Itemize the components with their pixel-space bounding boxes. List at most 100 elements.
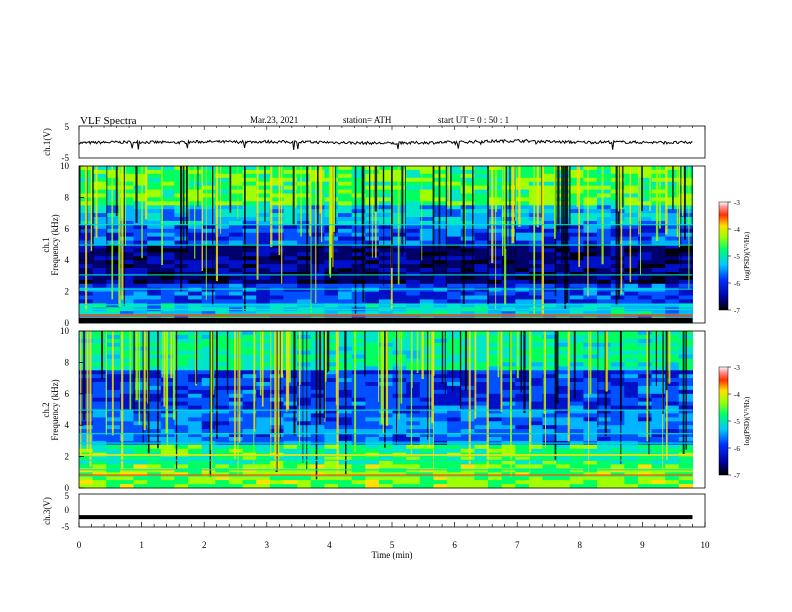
sferic-streak — [121, 331, 124, 474]
spectrogram-cell — [229, 256, 244, 261]
spectrogram-cell — [665, 279, 680, 285]
spectrogram-cell — [201, 370, 216, 375]
spectrogram-cell — [392, 342, 407, 348]
spectrogram-cell — [597, 240, 612, 245]
spectrogram-cell — [515, 370, 530, 375]
spectrogram-cell — [651, 303, 666, 308]
spectrogram-cell — [256, 283, 271, 289]
spectrogram-cell — [119, 421, 135, 426]
spectrogram-cell — [92, 448, 107, 454]
spectrogram-cell — [92, 272, 107, 277]
sferic-streak — [646, 331, 649, 442]
spectrogram-cell — [242, 362, 257, 367]
spectrogram-cell — [651, 217, 666, 222]
spectrogram-cell — [433, 378, 448, 383]
spectrogram-cell — [351, 205, 366, 210]
spectrogram-cell — [406, 354, 421, 359]
spectrogram-cell — [515, 484, 530, 489]
spectrogram-cell — [106, 166, 121, 171]
spectrogram-cell — [528, 228, 544, 234]
spectrogram-cell — [665, 217, 680, 222]
spectrogram-cell — [460, 275, 475, 281]
spectrogram-cell — [597, 295, 612, 300]
spectrogram-cell — [556, 421, 571, 426]
spectrogram-cell — [556, 260, 571, 265]
spectrogram-cell — [297, 444, 312, 450]
spectrogram-cell — [392, 448, 407, 454]
spectrogram-cell — [528, 217, 544, 222]
spectrogram-cell — [419, 181, 434, 186]
spectrogram-cell — [79, 468, 94, 473]
spectrogram-cell — [133, 476, 148, 481]
spectrogram-cell — [365, 350, 380, 355]
spectrogram-cell — [215, 401, 230, 406]
spectrogram-cell — [351, 166, 366, 171]
spectrogram-cell — [392, 185, 407, 190]
spectrogram-cell — [133, 283, 148, 289]
spectrogram-cell — [583, 228, 598, 234]
spectrogram-cell — [147, 279, 162, 285]
spectrogram-cell — [474, 205, 489, 210]
spectrogram-cell — [133, 236, 148, 241]
spectrogram-cell — [515, 272, 530, 277]
spectrogram-cell — [556, 393, 571, 399]
spectrogram-cell — [106, 201, 121, 206]
spectrogram-cell — [160, 248, 175, 253]
spectrogram-cell — [174, 425, 189, 430]
spectrogram-cell — [229, 362, 244, 367]
spectrogram-cell — [392, 181, 407, 186]
spectrogram-cell — [269, 260, 285, 265]
spectrogram-cell — [501, 173, 516, 179]
spectrogram-cell — [406, 173, 421, 179]
spectrogram-cell — [447, 244, 462, 249]
sferic-streak — [317, 166, 319, 273]
spectrogram-cell — [419, 409, 434, 414]
spectrogram-cell — [419, 429, 434, 434]
spectrogram-cell — [624, 185, 639, 190]
spectrogram-cell — [201, 378, 216, 383]
spectrogram-cell — [79, 338, 94, 344]
spectrogram-cell — [297, 401, 312, 406]
emission-line — [79, 469, 693, 471]
spectrogram-cell — [447, 350, 462, 355]
spectrogram-cell — [651, 264, 666, 269]
spectrogram-cell — [174, 311, 189, 316]
spectrogram-cell — [460, 401, 475, 406]
spectrogram-cell — [338, 217, 353, 222]
spectrogram-cell — [365, 362, 380, 367]
spectrogram-cell — [433, 366, 448, 371]
spectrogram-cell — [147, 256, 162, 261]
spectrogram-cell — [460, 409, 475, 414]
spectrogram-cell — [610, 401, 625, 406]
spectrogram-cell — [515, 264, 530, 269]
spectrogram-cell — [79, 334, 94, 340]
spectrogram-cell — [528, 464, 544, 469]
spectrogram-cell — [310, 460, 325, 465]
time-axis-label: Time (min) — [372, 550, 413, 560]
spectrogram-cell — [569, 287, 584, 292]
spectrogram-cell — [406, 425, 421, 430]
spectrogram-cell — [542, 374, 557, 379]
sferic-streak — [90, 166, 93, 251]
time-tick-label: 2 — [202, 540, 207, 550]
spectrogram-cell — [92, 401, 107, 406]
sferic-streak — [378, 331, 379, 402]
spectrogram-cell — [201, 413, 216, 418]
spectrogram-cell — [92, 342, 107, 348]
spectrogram-cell — [447, 311, 462, 316]
spectrogram-cell — [488, 444, 503, 450]
spectrogram-cell — [597, 393, 612, 399]
spectrogram-cell — [501, 484, 516, 489]
spectrogram-cell — [365, 338, 380, 344]
spectrogram-cell — [133, 303, 148, 308]
spectrogram-cell — [501, 181, 516, 186]
sferic-streak — [459, 331, 462, 409]
spectrogram-cell — [460, 201, 475, 206]
spectrogram-cell — [624, 272, 639, 277]
sferic-streak — [515, 166, 517, 222]
sferic-streak — [659, 166, 661, 229]
sferic-streak — [361, 166, 363, 279]
spectrogram-cell — [488, 476, 503, 481]
spectrogram-cell — [447, 315, 462, 320]
spectrogram-cell — [229, 425, 244, 430]
